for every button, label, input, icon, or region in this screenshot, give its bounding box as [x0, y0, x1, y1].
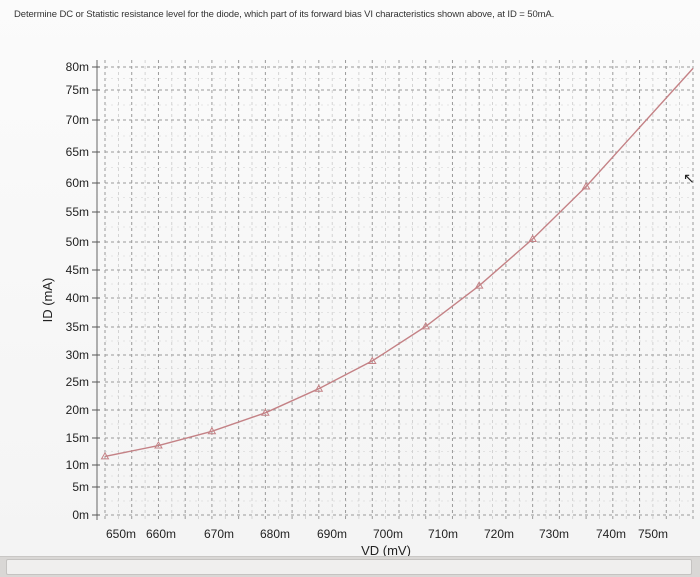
y-tick-label: 75m [66, 83, 89, 97]
x-tick-label: 740m [596, 527, 626, 541]
x-tick-label: 730m [539, 527, 569, 541]
x-tick-label: 690m [317, 527, 347, 541]
data-point-marker [100, 451, 110, 460]
question-text: Determine DC or Statistic resistance lev… [14, 9, 555, 20]
data-point-marker [207, 426, 217, 435]
data-point-marker [528, 234, 538, 242]
y-tick-label: 40m [66, 291, 89, 305]
data-point-marker [474, 281, 484, 289]
y-tick-label: 45m [66, 263, 89, 277]
data-point-marker [421, 321, 431, 330]
y-tick-label: 50m [66, 235, 89, 249]
x-axis-label: VD (mV) [361, 543, 411, 558]
x-tick-label: 710m [428, 527, 458, 541]
y-axis-label: ID (mA) [40, 278, 55, 323]
series-line [104, 67, 694, 458]
x-tick-label: 750m [638, 527, 668, 541]
grid-horizontal [105, 66, 693, 516]
x-tick-labels: 650m 660m 670m 680m 690m 700m 710m 720m 730m 740m… [106, 527, 668, 541]
data-point-marker [581, 181, 591, 190]
mouse-cursor-icon: ↖ [683, 170, 695, 186]
x-tick-label: 700m [373, 527, 403, 541]
question-sheet [0, 0, 700, 560]
y-tick-label: 30m [66, 348, 89, 362]
y-tick-label: 80m [66, 60, 89, 74]
data-point-marker [314, 384, 324, 392]
y-tick-label: 20m [66, 403, 89, 417]
x-tick-label: 650m [106, 527, 136, 541]
y-tick-labels: 0m 5m 10m 15m 20m 25m 30m 35m 40m 45m 50m 55m 60m 65m… [66, 60, 89, 522]
data-point-marker [260, 408, 270, 416]
data-point-marker [367, 356, 377, 364]
y-tick-label: 35m [66, 320, 89, 334]
series-group [100, 67, 694, 460]
x-tick-label: 720m [484, 527, 514, 541]
answer-input[interactable] [6, 559, 692, 575]
x-tick-label: 680m [260, 527, 290, 541]
y-tick-label: 55m [66, 205, 89, 219]
y-tick-label: 5m [72, 480, 89, 494]
y-tick-label: 15m [66, 431, 89, 445]
grid-vertical [104, 60, 694, 520]
y-tick-label: 65m [66, 145, 89, 159]
y-tick-label: 10m [66, 458, 89, 472]
data-point-marker [154, 441, 163, 449]
y-tick-label: 25m [66, 375, 89, 389]
x-tick-label: 660m [146, 527, 176, 541]
y-tick-label: 70m [66, 113, 89, 127]
x-tick-label: 670m [204, 527, 234, 541]
y-tick-label: 60m [66, 176, 89, 190]
y-axis [92, 60, 100, 520]
y-tick-label: 0m [72, 508, 89, 522]
